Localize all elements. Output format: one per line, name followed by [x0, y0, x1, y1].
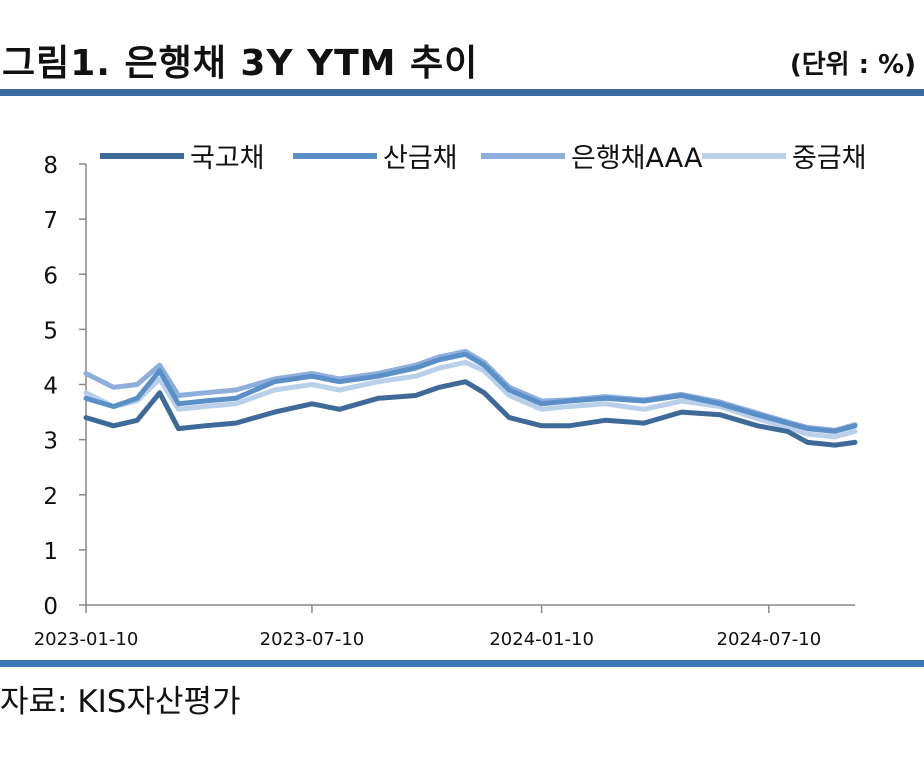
x-tick-label: 2024-07-10 [717, 629, 822, 650]
y-tick-label: 1 [43, 539, 58, 565]
y-tick-label: 7 [43, 208, 58, 234]
y-tick-label: 0 [43, 594, 58, 620]
series-lines [83, 348, 858, 448]
y-tick-label: 8 [43, 153, 58, 179]
y-axis: 0 1 2 3 4 5 6 7 8 [43, 153, 87, 620]
legend-label: 중금채 [792, 143, 867, 174]
y-tick-label: 2 [43, 484, 58, 510]
x-tick-label: 2023-07-10 [260, 629, 365, 650]
legend-label: 산금채 [383, 143, 458, 174]
x-axis: 2023-01-10 2023-07-10 2024-01-10 2024-07-10 [34, 604, 855, 650]
bottom-rule [0, 660, 924, 667]
figure-title: 그림1. 은행채 3Y YTM 추이 [2, 43, 479, 84]
source-note: 자료: KIS자산평가 [0, 684, 241, 720]
unit-label: (단위 : %) [789, 50, 916, 80]
legend-label: 은행채AAA [571, 143, 703, 174]
x-tick-label: 2023-01-10 [34, 629, 139, 650]
y-tick-label: 6 [43, 263, 58, 289]
series-line-1 [83, 379, 858, 448]
series-line-4 [83, 359, 858, 440]
y-tick-label: 3 [43, 429, 58, 455]
y-tick-label: 5 [43, 318, 58, 344]
series-line-2 [83, 351, 858, 434]
x-tick-label: 2024-01-10 [489, 629, 594, 650]
y-tick-label: 4 [43, 374, 58, 400]
legend-label: 국고채 [190, 143, 265, 174]
chart-legend: 국고채 산금채 은행채AAA 중금채 [100, 143, 867, 174]
top-rule [0, 89, 924, 96]
